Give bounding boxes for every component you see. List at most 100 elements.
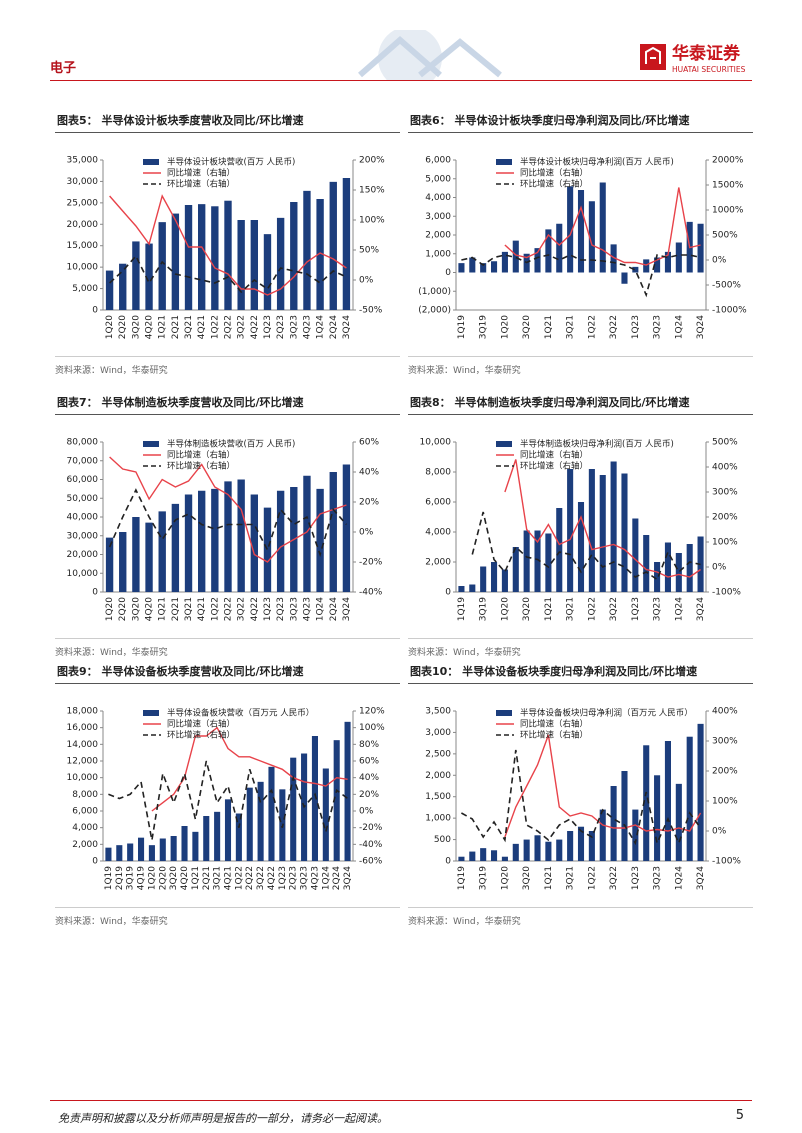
y2-tick-label: 50% [359, 246, 379, 256]
bar [198, 204, 206, 310]
x-tick-label: 4Q23 [302, 315, 312, 339]
x-tick-label: 3Q23 [300, 866, 310, 890]
x-tick-label: 2Q20 [118, 315, 128, 340]
bar [263, 234, 272, 310]
x-tick-label: 3Q20 [169, 866, 179, 891]
x-tick-label: 3Q24 [342, 315, 352, 340]
bar [237, 479, 245, 592]
section-label: 电子 [50, 61, 77, 76]
bar [211, 488, 219, 592]
x-tick-label: 4Q21 [197, 315, 207, 339]
bar [654, 562, 661, 592]
bar [480, 566, 487, 592]
bar [697, 723, 704, 861]
x-tick-label: 1Q20 [500, 315, 510, 340]
x-tick-label: 3Q22 [609, 597, 619, 621]
bar [148, 845, 155, 861]
chart-source: 资料来源：Wind，华泰研究 [408, 356, 753, 376]
bar [211, 206, 219, 310]
x-tick-label: 2Q21 [171, 315, 181, 339]
y-tick-label: 0 [92, 857, 98, 867]
y-tick-label: 1,000 [425, 814, 451, 824]
y2-tick-label: -40% [359, 840, 383, 850]
legend-label: 同比增速（右轴） [167, 719, 235, 730]
y2-tick-label: 1000% [712, 206, 744, 216]
x-tick-label: 1Q22 [210, 597, 220, 621]
x-tick-label: 1Q22 [587, 866, 597, 890]
y-tick-label: 6,000 [72, 807, 98, 817]
bar [480, 848, 487, 861]
bar [523, 839, 530, 861]
chart-source: 资料来源：Wind，华泰研究 [55, 907, 400, 927]
bar [534, 530, 541, 592]
bar [556, 839, 563, 861]
chart-panel: 图表8： 半导体制造板块季度归母净利润及同比/环比增速 0 2,000 4,000 6,… [408, 394, 753, 664]
x-tick-label: 2Q22 [224, 315, 234, 339]
x-tick-label: 3Q20 [522, 866, 532, 891]
bar [577, 502, 585, 592]
y-tick-label: 2,000 [425, 558, 451, 568]
y2-tick-label: 0% [712, 563, 727, 573]
y-tick-label: 8,000 [425, 468, 451, 478]
bar [198, 490, 206, 592]
x-tick-label: 3Q24 [696, 866, 706, 891]
y2-tick-label: 500% [712, 438, 738, 448]
bar [588, 469, 595, 592]
legend-label: 同比增速（右轴） [520, 168, 588, 179]
legend-swatch [143, 159, 159, 165]
legend-label: 同比增速（右轴） [520, 719, 588, 730]
y-tick-label: 60,000 [67, 475, 99, 485]
x-tick-label: 1Q21 [158, 597, 168, 621]
x-tick-label: 3Q24 [696, 315, 706, 340]
x-tick-label: 3Q20 [131, 597, 141, 622]
logo-en: HUATAI SECURITIES [672, 65, 746, 74]
bar [290, 202, 298, 310]
bar [491, 562, 498, 592]
bar [664, 741, 671, 861]
bar [333, 740, 340, 861]
x-tick-label: 1Q22 [587, 597, 597, 621]
bar [599, 475, 606, 592]
line-series [109, 456, 347, 563]
bar [545, 841, 552, 861]
y-tick-label: 12,000 [67, 757, 99, 767]
x-tick-label: 2Q23 [289, 866, 299, 890]
y2-tick-label: 200% [359, 156, 385, 166]
bar [342, 464, 351, 592]
legend-label: 半导体设计板块归母净利润(百万 人民币) [520, 157, 674, 168]
bar [170, 836, 177, 861]
y2-tick-label: -40% [359, 588, 383, 598]
bar [501, 856, 508, 861]
bar [610, 244, 617, 273]
y2-tick-label: 2000% [712, 156, 744, 166]
y-tick-label: 0 [92, 588, 98, 598]
bar [512, 843, 519, 861]
y2-tick-label: 60% [359, 757, 379, 767]
line-series [108, 488, 348, 558]
bar [556, 223, 563, 273]
x-tick-label: 3Q19 [479, 866, 489, 891]
bar [469, 257, 476, 273]
chart-panel: 图表5： 半导体设计板块季度营收及同比/环比增速 0 5,000 10,000 15,0… [55, 112, 400, 382]
bar [132, 241, 140, 310]
bar [250, 220, 258, 310]
x-tick-label: 1Q21 [158, 315, 168, 339]
x-tick-label: 1Q24 [674, 866, 684, 891]
bar [469, 851, 476, 861]
bar [523, 530, 530, 592]
bar [138, 837, 145, 861]
y-tick-label: 2,000 [425, 231, 451, 241]
y2-tick-label: 200% [712, 513, 738, 523]
line-series [151, 726, 348, 812]
x-tick-label: 2Q22 [245, 866, 255, 890]
x-tick-label: 2Q20 [118, 597, 128, 622]
x-tick-label: 3Q22 [237, 315, 247, 339]
bar [480, 263, 487, 273]
y2-tick-label: -100% [712, 857, 741, 867]
x-tick-label: 1Q21 [544, 315, 554, 339]
x-tick-label: 2Q23 [276, 315, 286, 339]
title-rule [408, 414, 753, 415]
y-tick-label: 3,000 [425, 212, 451, 222]
bar [458, 586, 465, 592]
bar [322, 768, 329, 861]
